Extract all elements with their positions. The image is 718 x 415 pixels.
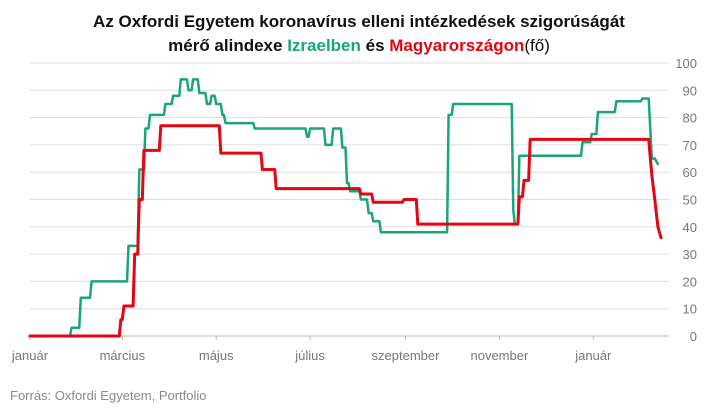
series-line-magyarorszag	[28, 124, 663, 338]
y-tick-label: 50	[683, 193, 697, 208]
source-note: Forrás: Oxfordi Egyetem, Portfolio	[10, 388, 207, 403]
chart-title: Az Oxfordi Egyetem koronavírus elleni in…	[0, 10, 718, 58]
y-tick-label: 100	[675, 56, 697, 71]
x-tick-label: szeptember	[372, 348, 441, 363]
grid-lines	[30, 62, 669, 337]
x-tick-label: január	[11, 348, 49, 363]
y-tick-label: 60	[683, 165, 697, 180]
line-chart: 0 10 20 30 40 50 60 70 80 90 100 január március máju…	[11, 56, 697, 363]
y-tick-label: 0	[690, 329, 697, 344]
y-tick-label: 70	[683, 138, 697, 153]
y-tick-label: 10	[683, 302, 697, 317]
y-axis-ticks: 0 10 20 30 40 50 60 70 80 90 100	[675, 56, 697, 344]
y-tick-label: 40	[683, 220, 697, 235]
x-tick-label: november	[470, 348, 528, 363]
title-connector: és	[360, 36, 390, 55]
x-axis-ticks: január március május július szeptember novemb…	[11, 336, 612, 363]
x-tick-label: január	[574, 348, 612, 363]
y-tick-label: 20	[683, 274, 697, 289]
y-tick-label: 80	[683, 111, 697, 126]
title-israel-word: Izraelben	[287, 36, 361, 55]
title-line-2: mérő alindexe Izraelben és Magyarországo…	[0, 34, 718, 58]
title-line-2-prefix: mérő alindexe	[168, 36, 288, 55]
title-line-1: Az Oxfordi Egyetem koronavírus elleni in…	[93, 12, 625, 31]
x-tick-label: július	[294, 348, 325, 363]
title-suffix: (fő)	[524, 36, 550, 55]
y-tick-label: 30	[683, 247, 697, 262]
x-tick-label: március	[100, 348, 146, 363]
series-lines	[28, 78, 663, 338]
y-tick-label: 90	[683, 83, 697, 98]
title-hungary-word: Magyarországon	[389, 36, 525, 55]
x-tick-label: május	[199, 348, 234, 363]
